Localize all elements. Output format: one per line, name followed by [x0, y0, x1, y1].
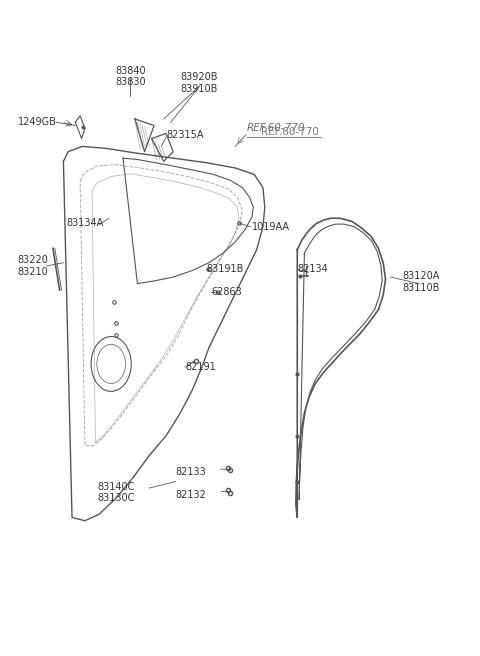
Text: REF.60-770: REF.60-770: [262, 127, 319, 137]
Text: 82132: 82132: [176, 489, 206, 500]
Text: 62863: 62863: [211, 287, 242, 297]
Text: 83140C
83130C: 83140C 83130C: [97, 482, 134, 503]
Text: 83120A
83110B: 83120A 83110B: [403, 272, 440, 293]
Text: 83920B
83910B: 83920B 83910B: [180, 72, 218, 94]
Text: 82134: 82134: [297, 264, 328, 274]
Text: 83840
83830: 83840 83830: [115, 66, 145, 87]
Text: 1249GB: 1249GB: [18, 117, 57, 127]
Text: 1019AA: 1019AA: [252, 222, 290, 232]
Text: REF.60-770: REF.60-770: [247, 123, 306, 133]
Text: 82133: 82133: [176, 466, 206, 477]
Text: 83191B: 83191B: [206, 264, 244, 274]
Text: 82315A: 82315A: [166, 131, 204, 140]
Text: 83134A: 83134A: [66, 218, 104, 228]
Text: 82191: 82191: [185, 362, 216, 372]
Text: 83220
83210: 83220 83210: [17, 255, 48, 277]
